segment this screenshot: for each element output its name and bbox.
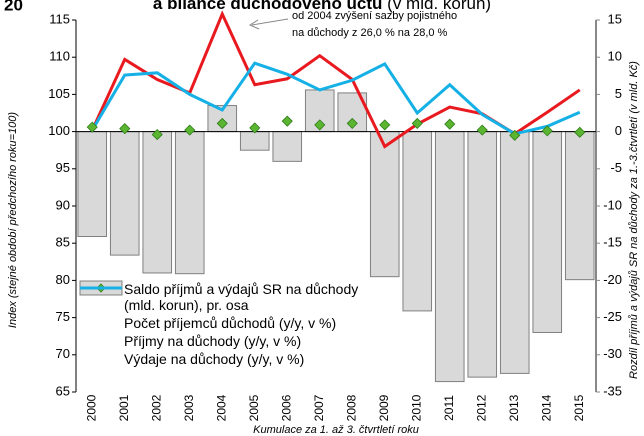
y-tick-label: 85 xyxy=(56,235,70,250)
marker xyxy=(86,121,98,133)
y-tick-label: 80 xyxy=(56,272,70,287)
bar xyxy=(467,131,498,378)
bar xyxy=(239,131,270,151)
figure-number: 20 xyxy=(4,0,23,14)
bar xyxy=(174,131,205,275)
x-tick-label: 2000 xyxy=(84,394,98,421)
bar xyxy=(369,131,400,278)
y2-tick-label: 0 xyxy=(615,123,622,138)
legend-item: Saldo příjmů a výdajů SR na důchody (mld… xyxy=(78,280,378,313)
x-tick-label: 2015 xyxy=(572,394,586,421)
marker xyxy=(379,119,391,131)
y2-tick-label: -35 xyxy=(603,383,622,398)
x-tick-label: 2008 xyxy=(344,394,358,421)
x-tick-label: 2004 xyxy=(214,394,228,421)
marker xyxy=(346,117,358,129)
x-tick-label: 2013 xyxy=(507,394,521,421)
title-main: a bilance důchodového účtu xyxy=(153,0,383,13)
y-axis-label: Index (stejné období předchozího roku=10… xyxy=(7,112,19,329)
y2-tick-label: 5 xyxy=(615,86,622,101)
legend-swatch xyxy=(80,286,122,290)
marker xyxy=(541,125,553,137)
y-tick-label: 75 xyxy=(56,309,70,324)
marker xyxy=(119,123,131,135)
line xyxy=(90,61,581,136)
x-tick-label: 2006 xyxy=(279,394,293,421)
chart-title: a bilance důchodového účtu (v mld. korun… xyxy=(153,0,491,13)
bar xyxy=(109,131,140,256)
bar xyxy=(77,131,108,238)
bar xyxy=(272,131,303,162)
y2-tick-label: 10 xyxy=(608,49,622,64)
y2-tick-label: -10 xyxy=(603,197,622,212)
x-tick-label: 2009 xyxy=(377,394,391,421)
annotation: na důchody z 26,0 % na 28,0 % xyxy=(292,27,448,39)
marker xyxy=(281,115,293,127)
x-tick-label: 2003 xyxy=(182,394,196,421)
legend-item: Výdaje na důchody (y/y, v %) xyxy=(78,286,378,367)
y-tick-label: 70 xyxy=(56,346,70,361)
y2-tick-label: -30 xyxy=(603,346,622,361)
legend-item: Příjmy na důchody (y/y, v %) xyxy=(78,286,378,349)
bar xyxy=(499,131,530,374)
legend-item: Počet příjemců důchodů (y/y, v %) xyxy=(78,283,378,331)
bar xyxy=(434,131,465,383)
x-tick-label: 2002 xyxy=(149,394,163,421)
x-tick-label: 2011 xyxy=(442,395,456,421)
marker xyxy=(411,117,423,129)
y-tick-label: 65 xyxy=(56,383,70,398)
marker xyxy=(476,124,488,136)
title-unit: (v mld. korun) xyxy=(387,0,491,13)
y2-tick-label: -5 xyxy=(610,160,622,175)
marker xyxy=(444,118,456,130)
bar xyxy=(142,131,173,274)
x-tick-label: 2012 xyxy=(474,394,488,421)
marker xyxy=(314,119,326,131)
bar xyxy=(402,131,433,312)
legend: Saldo příjmů a výdajů SR na důchody (mld… xyxy=(78,279,378,369)
legend-label: Výdaje na důchody (y/y, v %) xyxy=(124,351,305,367)
legend-label: Saldo příjmů a výdajů SR na důchody (mld… xyxy=(124,281,359,313)
y-tick-label: 100 xyxy=(48,123,70,138)
y2-tick-label: -25 xyxy=(603,309,622,324)
y-tick-label: 105 xyxy=(48,86,70,101)
y2-tick-label: -20 xyxy=(603,272,622,287)
y2-tick-label: -15 xyxy=(603,235,622,250)
y-tick-label: 115 xyxy=(49,11,70,26)
annotation-arrowhead xyxy=(248,19,260,30)
bar xyxy=(532,131,563,333)
x-tick-label: 2001 xyxy=(117,394,131,421)
x-tick-label: 2014 xyxy=(539,394,553,421)
x-axis-label: Kumulace za 1. až 3. čtvrtletí roku xyxy=(253,424,419,436)
y-tick-label: 95 xyxy=(56,160,70,175)
legend-label: Počet příjemců důchodů (y/y, v %) xyxy=(124,315,337,331)
x-tick-label: 2005 xyxy=(247,394,261,421)
marker xyxy=(509,129,521,141)
marker xyxy=(216,117,228,129)
x-tick-label: 2007 xyxy=(312,394,326,421)
marker xyxy=(574,126,586,138)
legend-label: Příjmy na důchody (y/y, v %) xyxy=(124,333,302,349)
bar xyxy=(564,131,595,281)
marker xyxy=(249,122,261,134)
y-tick-label: 90 xyxy=(56,197,70,212)
marker xyxy=(184,124,196,136)
marker xyxy=(151,129,163,141)
annotation: od 2004 zvýšení sazby pojistného xyxy=(292,10,457,22)
x-tick-label: 2010 xyxy=(409,394,423,421)
annotation-arrow xyxy=(251,18,289,26)
y-tick-label: 110 xyxy=(49,49,70,64)
y2-tick-label: 15 xyxy=(608,11,622,26)
y2-axis-label: Rozdíl příjmů a výdajů SR na důchody za … xyxy=(628,61,640,379)
